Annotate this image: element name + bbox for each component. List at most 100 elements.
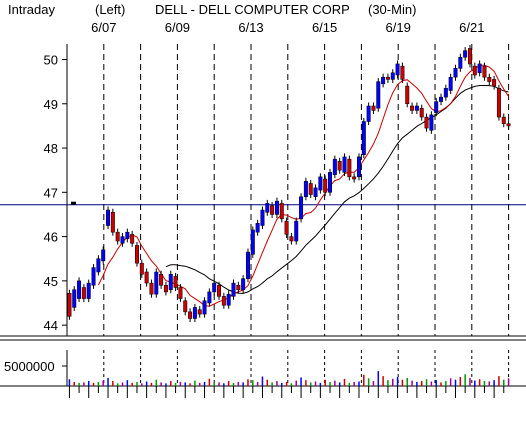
price-tick-label: 44 (44, 318, 58, 333)
candle-body (463, 50, 468, 58)
volume-bar (377, 371, 380, 386)
volume-bar (223, 383, 225, 386)
candle-body (303, 181, 308, 197)
date-label: 6/21 (459, 20, 484, 35)
time-axis-ticks (68, 386, 505, 398)
candle-body (400, 65, 405, 80)
candle-body (395, 63, 400, 76)
volume-bar (483, 381, 486, 386)
volume-tick-label: 5000000 (4, 359, 55, 374)
candle-body (453, 68, 458, 78)
candle-body (467, 48, 472, 65)
volume-bar (160, 382, 162, 386)
volume-bar (498, 376, 500, 386)
candle-body (212, 282, 217, 293)
candle-body (202, 300, 207, 315)
volume-bar (126, 380, 129, 386)
candle-body (67, 293, 72, 317)
candle-body (347, 158, 352, 178)
volume-bar (478, 379, 481, 386)
volume-bar (83, 382, 85, 386)
volume-bar (411, 380, 413, 386)
candle-body (472, 65, 477, 76)
volume-bar (237, 381, 240, 386)
candle-body (245, 251, 250, 279)
volume-bar (252, 380, 254, 386)
price-tick-label: 49 (44, 97, 58, 112)
volume-bar (145, 381, 148, 386)
volume-bar (454, 379, 457, 386)
candle-body (308, 183, 313, 195)
candle-body (289, 236, 294, 242)
candle-body (434, 101, 439, 113)
volume-bar (131, 382, 133, 386)
volume-bar (242, 382, 244, 386)
candle-body (221, 296, 226, 306)
candle-body (130, 234, 135, 244)
volume-bar (136, 381, 138, 386)
volume-bar (435, 380, 437, 386)
volume-bar (203, 381, 206, 386)
volume-bar (363, 374, 365, 386)
candle-body (390, 72, 395, 80)
volume-bar (68, 379, 71, 386)
volume-bar (165, 383, 167, 386)
volume-bar (78, 382, 80, 386)
candle-body (458, 57, 463, 69)
candle-body (168, 273, 173, 290)
volume-bar (440, 382, 442, 386)
price-tick-label: 47 (44, 185, 58, 200)
volume-bar (464, 374, 466, 386)
candle-body (91, 267, 96, 286)
candle-body (299, 196, 304, 220)
candle-body (250, 229, 255, 255)
candle-body (482, 65, 487, 78)
volume-bar (261, 376, 264, 386)
candle-body (274, 200, 279, 215)
volume-bar (194, 380, 196, 386)
volume-bar (406, 377, 408, 386)
candle-body (110, 211, 115, 233)
date-label: 6/07 (91, 20, 116, 35)
volume-bar (256, 381, 259, 386)
candle-body (424, 116, 429, 129)
price-tick-label: 50 (44, 52, 58, 67)
volume-bar (387, 380, 389, 386)
candle-body (154, 271, 159, 295)
candle-body (188, 311, 193, 319)
volume-bar (189, 383, 191, 386)
volume-bar (507, 378, 510, 386)
candle-body (159, 273, 164, 286)
candle-body (260, 209, 265, 226)
candle-body (492, 79, 497, 87)
candle-body (77, 280, 82, 299)
axis-side-label: (Left) (95, 2, 125, 17)
volume-bar (338, 382, 341, 386)
candle-body (207, 291, 212, 304)
price-candles (67, 44, 511, 323)
candle-body (241, 278, 246, 290)
candle-body (72, 289, 77, 308)
volume-bar (102, 380, 104, 386)
volume-bar (305, 380, 307, 386)
candle-body (101, 249, 106, 262)
volume-bar (247, 379, 249, 386)
volume-bar (353, 381, 355, 386)
candle-body (294, 220, 299, 242)
volume-bar (97, 381, 100, 386)
volume-bar (416, 381, 418, 386)
volume-bar (276, 381, 278, 386)
candle-body (120, 236, 125, 244)
volume-bar (271, 382, 273, 386)
candle-body (183, 300, 188, 313)
moving-average-long (165, 85, 509, 294)
volume-bar (474, 380, 476, 386)
candle-body (270, 205, 275, 215)
volume-bar (334, 380, 336, 386)
candle-body (163, 285, 168, 293)
candle-body (323, 178, 328, 193)
candle-body (284, 220, 289, 235)
candle-body (149, 282, 154, 295)
candle-body (81, 287, 86, 299)
volume-bar (372, 381, 375, 386)
